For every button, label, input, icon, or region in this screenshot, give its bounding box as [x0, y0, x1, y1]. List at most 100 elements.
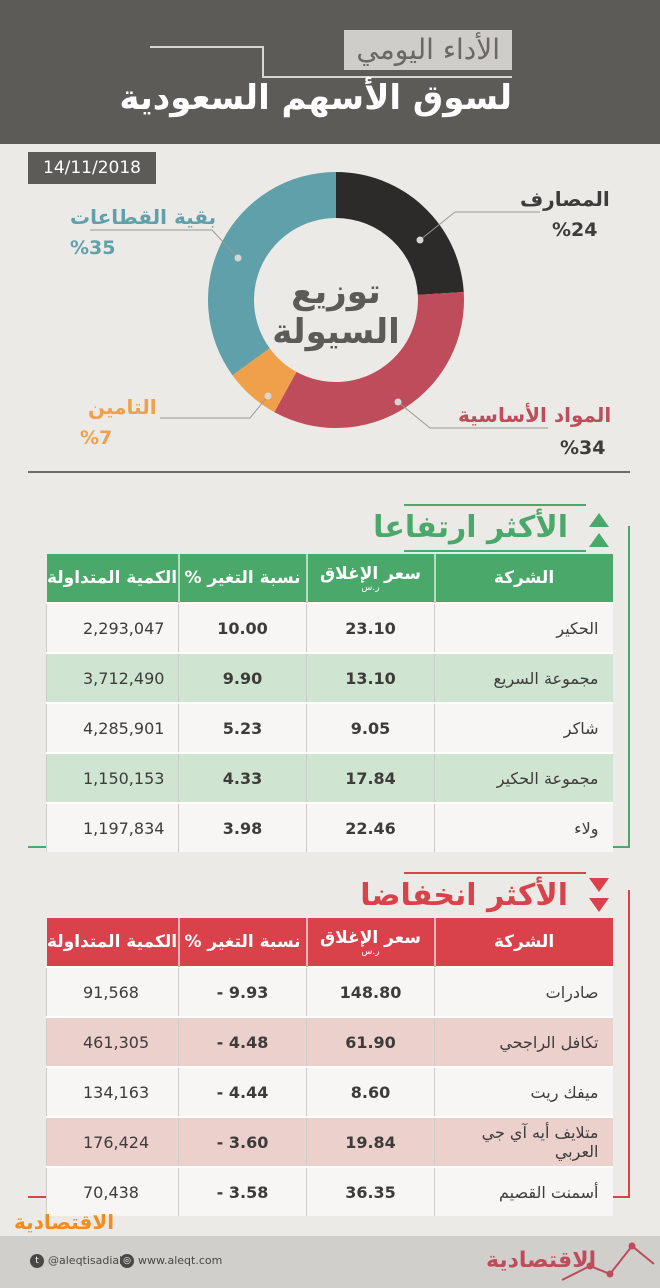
- close-cell: 148.80: [306, 966, 435, 1017]
- close-cell: 36.35: [306, 1166, 435, 1216]
- change-cell: 9.90: [178, 652, 307, 703]
- volume-cell: 4,285,901: [46, 702, 179, 753]
- table-row: مجموعة الحكير 17.84 4.33 1,150,153: [46, 752, 613, 803]
- slice-pct-banks: %24: [552, 219, 598, 241]
- down-arrow-icon: [589, 878, 609, 912]
- table-row: مجموعة السريع 13.10 9.90 3,712,490: [46, 652, 613, 703]
- leader-dot: [264, 392, 272, 400]
- twitter-icon: t: [30, 1254, 44, 1268]
- volume-cell: 1,197,834: [46, 802, 179, 852]
- close-cell: 61.90: [306, 1016, 435, 1067]
- company-cell: متلايف أيه آي جي العربي: [434, 1116, 613, 1167]
- website-link[interactable]: www.aleqt.com: [138, 1254, 223, 1267]
- table-row: ميفك ريت 8.60 4.44 -134,163: [46, 1066, 613, 1117]
- leader-line: [397, 401, 548, 429]
- slice-label-insurance: التامين: [88, 395, 157, 419]
- donut-slice-other: [208, 172, 336, 376]
- col-close-label: سعر الإغلاق: [319, 563, 421, 584]
- losers-header-row: الشركة سعر الإغلاق ر.س نسبة التغير % الكم…: [46, 918, 613, 967]
- company-cell: شاكر: [434, 702, 613, 753]
- leader-dot: [234, 254, 242, 262]
- close-cell: 23.10: [306, 602, 435, 653]
- footer: t @aleqtisadiah ◎ www.aleqt.com الاقتصاد…: [0, 1236, 660, 1288]
- company-cell: أسمنت القصيم: [434, 1166, 613, 1216]
- slice-pct-materials: %34: [560, 437, 606, 459]
- volume-cell: 1,150,153: [46, 752, 179, 803]
- col-close: سعر الإغلاق ر.س: [305, 554, 435, 603]
- slice-label-banks: المصارف: [520, 187, 610, 211]
- trend-line-icon: [561, 1242, 655, 1281]
- table-row: متلايف أيه آي جي العربي 19.84 3.60 -176,42…: [46, 1116, 613, 1167]
- gainers-title: الأكثر ارتفاعا: [361, 506, 580, 550]
- close-cell: 22.46: [306, 802, 435, 852]
- company-cell: تكافل الراجحي: [434, 1016, 613, 1067]
- slice-label-other: بقية القطاعات: [70, 205, 217, 229]
- change-cell: 4.44 -: [178, 1066, 307, 1117]
- header-deco-line: [262, 46, 264, 76]
- table-row: الحكير 23.10 10.00 2,293,047: [46, 602, 613, 653]
- volume-cell: 176,424: [46, 1116, 179, 1167]
- gainers-table: الشركة سعر الإغلاق ر.س نسبة التغير % الكم…: [46, 554, 613, 852]
- header: الأداء اليومي لسوق الأسهم السعودية: [0, 0, 660, 144]
- volume-cell: 2,293,047: [46, 602, 179, 653]
- col-volume: الكمية المتداولة: [46, 568, 178, 588]
- header-subtitle: الأداء اليومي: [344, 30, 512, 70]
- date-badge: 14/11/2018: [28, 152, 156, 184]
- close-cell: 9.05: [306, 702, 435, 753]
- header-deco-line: [262, 76, 512, 78]
- donut-slice-insurance: [232, 348, 297, 413]
- leader-line: [160, 395, 269, 419]
- chart-title-line1: توزيع: [291, 272, 381, 312]
- table-row: صادرات 148.80 9.93 -91,568: [46, 966, 613, 1017]
- change-cell: 4.48 -: [178, 1016, 307, 1067]
- table-row: تكافل الراجحي 61.90 4.48 -461,305: [46, 1016, 613, 1067]
- header-deco-line: [150, 46, 262, 48]
- change-cell: 10.00: [178, 602, 307, 653]
- close-cell: 13.10: [306, 652, 435, 703]
- table-row: ولاء 22.46 3.98 1,197,834: [46, 802, 613, 852]
- section-divider: [28, 471, 630, 473]
- col-company: الشركة: [433, 554, 613, 603]
- table-row: أسمنت القصيم 36.35 3.58 -70,438: [46, 1166, 613, 1216]
- company-cell: صادرات: [434, 966, 613, 1017]
- liquidity-donut-chart: [90, 172, 548, 429]
- company-cell: ميفك ريت: [434, 1066, 613, 1117]
- brand-logo: الاقتصادية: [486, 1248, 597, 1273]
- volume-cell: 3,712,490: [46, 652, 179, 703]
- company-cell: الحكير: [434, 602, 613, 653]
- col-close-label: سعر الإغلاق: [319, 927, 421, 948]
- col-close-unit: ر.س: [361, 946, 380, 957]
- slice-pct-insurance: %7: [80, 427, 113, 449]
- company-cell: مجموعة السريع: [434, 652, 613, 703]
- volume-cell: 91,568: [46, 966, 179, 1017]
- losers-table: الشركة سعر الإغلاق ر.س نسبة التغير % الكم…: [46, 918, 613, 1216]
- slice-pct-other: %35: [70, 237, 116, 259]
- change-cell: 3.98: [178, 802, 307, 852]
- donut-slice-banks: [336, 172, 464, 295]
- slice-label-materials: المواد الأساسية: [458, 403, 612, 427]
- table-row: شاكر 9.05 5.23 4,285,901: [46, 702, 613, 753]
- losers-title: الأكثر انخفاضا: [348, 874, 580, 918]
- company-cell: مجموعة الحكير: [434, 752, 613, 803]
- twitter-handle[interactable]: @aleqtisadiah: [48, 1254, 127, 1267]
- globe-icon: ◎: [120, 1254, 134, 1268]
- volume-cell: 134,163: [46, 1066, 179, 1117]
- chart-title-line2: السيولة: [272, 312, 400, 352]
- leader-line: [419, 211, 540, 241]
- volume-cell: 461,305: [46, 1016, 179, 1067]
- close-cell: 19.84: [306, 1116, 435, 1167]
- up-arrow-icon: [589, 513, 609, 547]
- change-cell: 3.60 -: [178, 1116, 307, 1167]
- chart-center-title: توزيع السيولة: [246, 272, 426, 352]
- company-cell: ولاء: [434, 802, 613, 852]
- col-close-unit: ر.س: [361, 582, 380, 593]
- col-volume: الكمية المتداولة: [46, 932, 178, 952]
- volume-cell: 70,438: [46, 1166, 179, 1216]
- close-cell: 17.84: [306, 752, 435, 803]
- change-cell: 5.23: [178, 702, 307, 753]
- col-change: نسبة التغير %: [177, 918, 307, 967]
- col-company: الشركة: [433, 918, 613, 967]
- change-cell: 4.33: [178, 752, 307, 803]
- col-change: نسبة التغير %: [177, 554, 307, 603]
- leader-line: [90, 229, 239, 259]
